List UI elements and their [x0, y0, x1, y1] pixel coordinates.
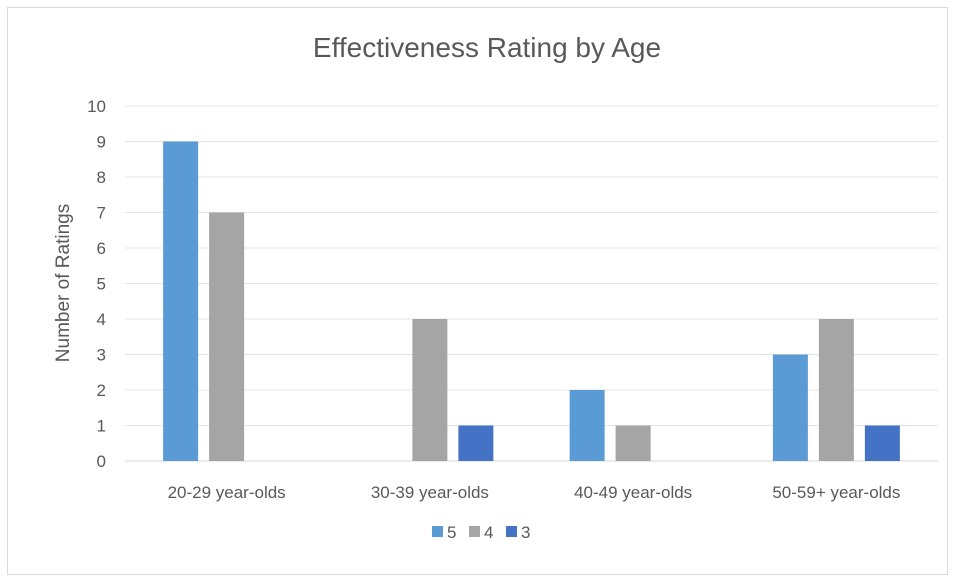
x-axis-ticks: 20-29 year-olds 30-39 year-olds 40-49 year…: [168, 483, 901, 502]
y-axis-ticks: 0 1 2 3 4 5 6 7 8 9 10: [87, 97, 106, 471]
bar: [412, 319, 448, 461]
bars: [163, 141, 900, 461]
legend-label: 5: [447, 523, 456, 542]
legend-label: 4: [484, 523, 493, 542]
y-tick-label: 10: [87, 97, 106, 116]
x-tick-label: 40-49 year-olds: [574, 483, 692, 502]
bar: [818, 319, 854, 461]
gridlines: [125, 105, 938, 462]
y-tick-label: 5: [97, 275, 106, 294]
bar: [864, 425, 900, 461]
y-tick-label: 4: [97, 310, 106, 329]
bar: [163, 141, 199, 461]
y-tick-label: 2: [97, 381, 106, 400]
legend-swatch: [432, 526, 443, 537]
x-tick-label: 20-29 year-olds: [168, 483, 286, 502]
y-tick-label: 7: [97, 204, 106, 223]
x-tick-label: 30-39 year-olds: [371, 483, 489, 502]
y-tick-label: 8: [97, 168, 106, 187]
legend-swatch: [469, 526, 480, 537]
x-tick-label: 50-59+ year-olds: [772, 483, 900, 502]
bar: [209, 212, 245, 461]
legend-swatch: [506, 526, 517, 537]
y-tick-label: 9: [97, 133, 106, 152]
chart-title: Effectiveness Rating by Age: [313, 32, 661, 63]
legend-label: 3: [521, 523, 530, 542]
bar: [569, 390, 605, 461]
y-tick-label: 6: [97, 239, 106, 258]
legend: 5 4 3: [432, 523, 530, 542]
bar: [772, 354, 808, 461]
y-tick-label: 0: [97, 452, 106, 471]
y-tick-label: 3: [97, 346, 106, 365]
y-axis-label: Number of Ratings: [53, 204, 74, 362]
bar: [615, 425, 651, 461]
y-tick-label: 1: [97, 417, 106, 436]
bar: [458, 425, 494, 461]
